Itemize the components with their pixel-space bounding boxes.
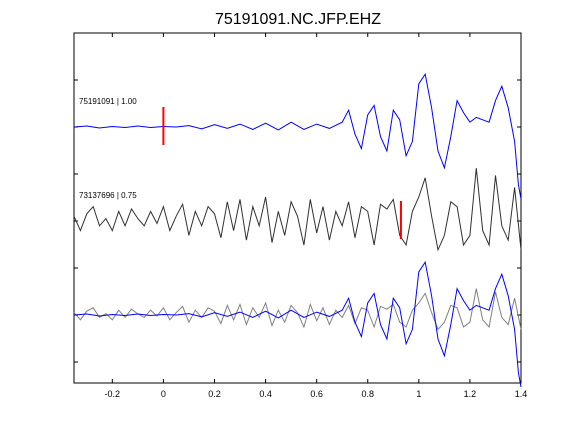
traces-group — [73, 72, 522, 388]
x-tick-label: 0.6 — [310, 389, 323, 399]
trace-label: 73137696 | 0.75 — [79, 191, 137, 200]
x-tick-label: 0.2 — [208, 389, 221, 399]
chart-title: 75191091.NC.JFP.EHZ — [215, 11, 381, 28]
trace-labels: 75191091 | 1.00 73137696 | 0.75 — [79, 97, 137, 200]
axis-ticks: -0.2 0 0.2 0.4 0.6 0.8 1 1.2 1.4 — [74, 33, 527, 399]
trace-line — [73, 168, 522, 252]
overlay-trace-line — [73, 260, 522, 388]
x-tick-label: 0.4 — [259, 389, 272, 399]
x-tick-label: 1.4 — [515, 389, 528, 399]
x-tick-label: -0.2 — [105, 389, 121, 399]
x-tick-label: 0.8 — [361, 389, 374, 399]
x-tick-label: 1.2 — [464, 389, 477, 399]
plot-frame — [73, 32, 522, 384]
overlay-trace-line — [73, 288, 522, 331]
x-tick-label: 0 — [161, 389, 166, 399]
trace-line — [73, 72, 522, 200]
x-tick-label: 1 — [416, 389, 421, 399]
trace-label: 75191091 | 1.00 — [79, 97, 137, 106]
